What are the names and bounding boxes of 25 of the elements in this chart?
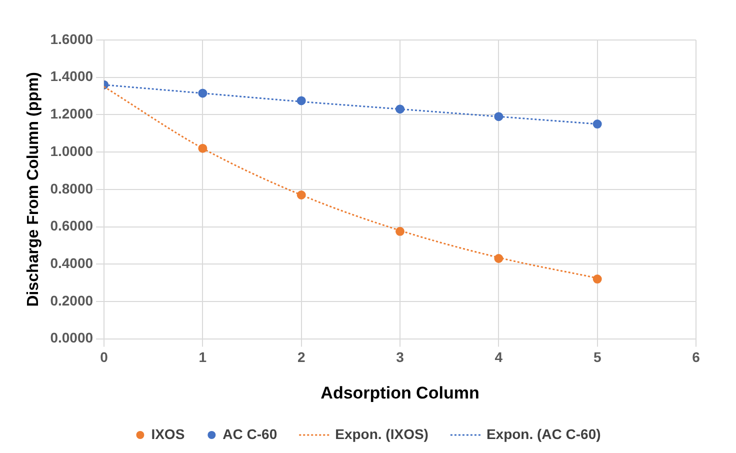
y-tick-label: 0.6000 <box>50 218 94 234</box>
y-tick-label: 0.4000 <box>50 254 94 271</box>
y-tick-label: 1.4000 <box>50 68 94 84</box>
point <box>592 274 602 284</box>
legend-label: Expon. (IXOS) <box>335 426 428 442</box>
x-tick-label: 3 <box>396 349 404 366</box>
x-tick-label: 4 <box>494 349 503 366</box>
y-axis-title: Discharge From Column (ppm) <box>25 72 42 307</box>
y-tick-label: 0.2000 <box>50 292 94 308</box>
y-tick-label: 0.0000 <box>50 330 94 346</box>
x-tick-label: 1 <box>198 349 207 366</box>
point <box>396 226 405 236</box>
x-axis-title: Adsorption Column <box>320 383 480 402</box>
y-tick-label: 1.6000 <box>50 30 94 47</box>
y-tick-label: 0.8000 <box>50 180 94 196</box>
x-tick-label: 6 <box>692 349 700 366</box>
x-tick-label: 0 <box>100 349 108 366</box>
legend-label: Expon. (AC C-60) <box>486 426 601 442</box>
x-tick-label: 5 <box>593 349 602 366</box>
legend-label: IXOS <box>151 426 185 442</box>
point <box>592 120 602 129</box>
legend-label: AC C-60 <box>222 426 278 442</box>
y-tick-label: 1.0000 <box>50 142 94 159</box>
y-tick-label: 1.2000 <box>50 106 94 122</box>
x-tick-label: 2 <box>297 349 306 366</box>
